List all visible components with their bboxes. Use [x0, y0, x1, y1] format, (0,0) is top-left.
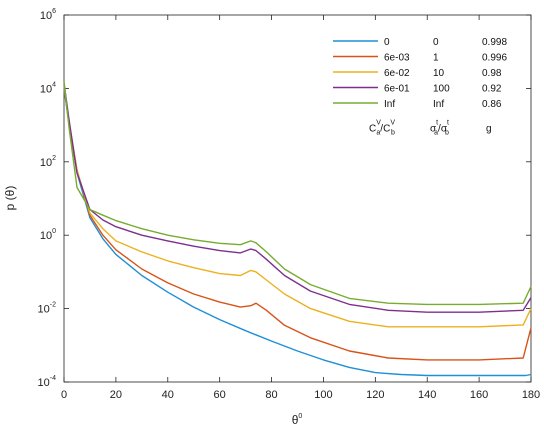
y-tick-label: 106 [40, 8, 56, 22]
x-tick-label: 60 [214, 389, 226, 401]
x-tick-label: 120 [366, 389, 384, 401]
legend-col-header: CV a/CV b [369, 120, 395, 137]
legend-col-header: σt a/σt b [430, 120, 449, 137]
legend-col2: Inf [433, 99, 444, 110]
x-tick-label: 180 [522, 389, 540, 401]
legend-col-header: g [486, 124, 492, 135]
series-line-1 [63, 85, 532, 361]
x-tick-label: 100 [314, 389, 332, 401]
series-line-4 [63, 81, 532, 306]
y-tick-label: 104 [40, 81, 56, 95]
y-axis-label: p (θ) [3, 186, 17, 211]
x-tick-label: 20 [110, 389, 122, 401]
legend-col3: 0.998 [482, 37, 507, 48]
series-line-3 [63, 82, 532, 313]
legend-col3: 0.86 [482, 99, 502, 110]
x-tick-label: 160 [470, 389, 488, 401]
y-tick-label: 10-4 [38, 375, 57, 389]
legend-label: 6e-03 [384, 53, 410, 64]
legend-label: Inf [384, 99, 395, 110]
x-tick-label: 40 [162, 389, 174, 401]
plot-area [63, 14, 532, 383]
legend-label: 6e-01 [384, 84, 410, 95]
legend-col2: 100 [433, 84, 450, 95]
x-tick-label: 80 [265, 389, 277, 401]
y-tick-label: 100 [40, 228, 56, 242]
legend-col3: 0.98 [482, 68, 502, 79]
legend-label: 0 [384, 37, 390, 48]
x-tick-label: 0 [61, 389, 67, 401]
series-line-0 [63, 88, 532, 377]
legend: 0 0 0.998 6e-03 1 0.996 6e-02 10 0.98 6e-01 100 0.9… [333, 37, 507, 137]
legend-col2: 1 [433, 53, 439, 64]
x-tick-label: 140 [418, 389, 436, 401]
legend-label: 6e-02 [384, 68, 410, 79]
x-axis-label: θ0 [292, 413, 303, 427]
y-tick-label: 102 [40, 155, 56, 169]
legend-col2: 10 [433, 68, 445, 79]
legend-col3: 0.92 [482, 84, 502, 95]
y-tick-label: 10-2 [38, 302, 57, 316]
legend-col2: 0 [433, 37, 439, 48]
legend-col3: 0.996 [482, 53, 507, 64]
series-line-2 [63, 84, 532, 328]
